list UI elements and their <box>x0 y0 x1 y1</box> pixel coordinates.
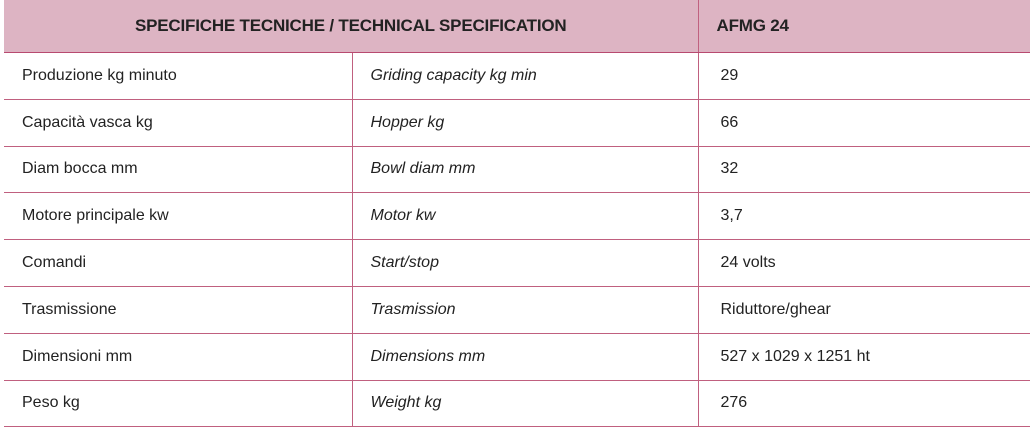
table-row: Dimensioni mm Dimensions mm 527 x 1029 x… <box>4 333 1030 381</box>
row-label-en: Weight kg <box>351 380 698 427</box>
row-value: 29 <box>697 52 1030 100</box>
table-row: Comandi Start/stop 24 volts <box>4 239 1030 287</box>
table-row: Trasmissione Trasmission Riduttore/ghear <box>4 286 1030 334</box>
row-label-it: Comandi <box>4 239 352 287</box>
table-row: Capacità vasca kg Hopper kg 66 <box>4 99 1030 147</box>
row-label-it: Trasmissione <box>4 286 352 334</box>
row-label-en: Start/stop <box>351 239 698 287</box>
row-label-it: Diam bocca mm <box>4 146 352 194</box>
table-row: Produzione kg minuto Griding capacity kg… <box>4 52 1030 100</box>
row-label-it: Dimensioni mm <box>4 333 352 381</box>
table-row: Motore principale kw Motor kw 3,7 <box>4 192 1030 241</box>
row-label-it: Produzione kg minuto <box>4 52 352 100</box>
row-label-it: Peso kg <box>4 380 352 427</box>
model-name: AFMG 24 <box>697 0 1030 53</box>
row-label-it: Capacità vasca kg <box>4 99 352 147</box>
spec-table-header: SPECIFICHE TECNICHE / TECHNICAL SPECIFIC… <box>4 0 1030 53</box>
row-value: 32 <box>697 146 1030 194</box>
row-label-en: Hopper kg <box>351 99 698 147</box>
table-row: Peso kg Weight kg 276 <box>4 380 1030 427</box>
row-value: Riduttore/ghear <box>697 286 1030 334</box>
row-value: 527 x 1029 x 1251 ht <box>697 333 1030 381</box>
row-label-en: Dimensions mm <box>351 333 698 381</box>
row-value: 3,7 <box>697 192 1030 241</box>
spec-table: SPECIFICHE TECNICHE / TECHNICAL SPECIFIC… <box>4 0 1030 427</box>
table-row: Diam bocca mm Bowl diam mm 32 <box>4 146 1030 194</box>
row-label-it: Motore principale kw <box>4 192 352 241</box>
row-value: 276 <box>697 380 1030 427</box>
spec-title: SPECIFICHE TECNICHE / TECHNICAL SPECIFIC… <box>4 0 699 53</box>
row-label-en: Bowl diam mm <box>351 146 698 194</box>
row-label-en: Griding capacity kg min <box>351 52 698 100</box>
row-value: 24 volts <box>697 239 1030 287</box>
row-value: 66 <box>697 99 1030 147</box>
header-row: SPECIFICHE TECNICHE / TECHNICAL SPECIFIC… <box>4 0 1030 53</box>
row-label-en: Motor kw <box>351 192 698 241</box>
spec-table-body: Produzione kg minuto Griding capacity kg… <box>4 52 1030 427</box>
row-label-en: Trasmission <box>351 286 698 334</box>
